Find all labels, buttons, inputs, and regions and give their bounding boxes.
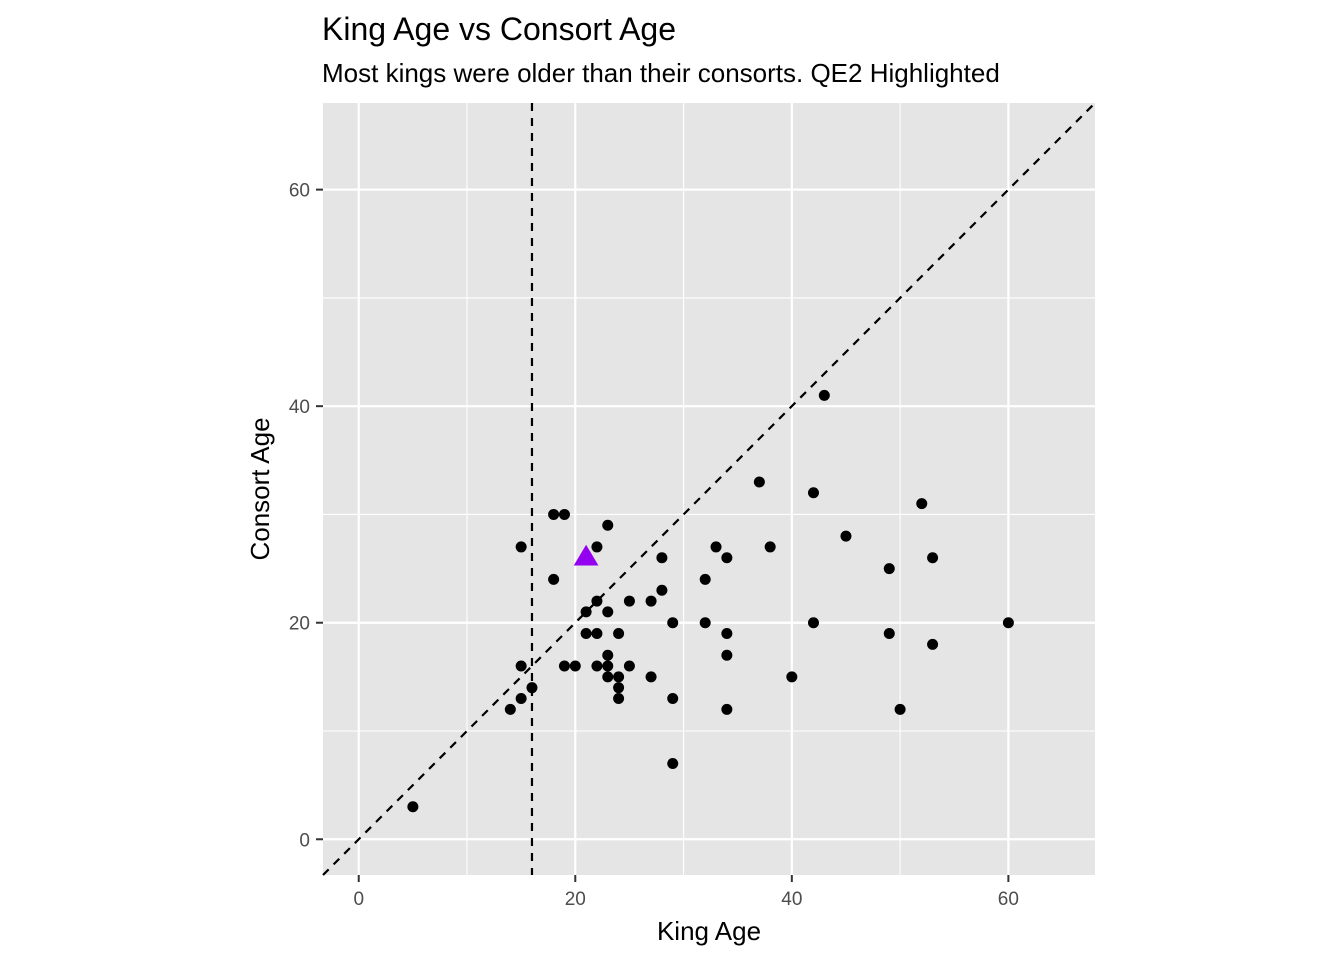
data-point bbox=[807, 617, 819, 629]
data-point bbox=[667, 617, 679, 629]
data-point bbox=[580, 628, 592, 640]
chart-title: King Age vs Consort Age bbox=[322, 11, 676, 47]
data-point bbox=[656, 584, 668, 596]
x-tick-label: 0 bbox=[353, 889, 364, 910]
highlight-point-qe2 bbox=[573, 544, 599, 566]
data-point bbox=[591, 660, 603, 672]
data-point bbox=[591, 595, 603, 607]
data-point bbox=[927, 638, 939, 650]
reference-lines bbox=[322, 102, 1096, 876]
identity-reference-line bbox=[322, 102, 1096, 876]
data-point bbox=[515, 660, 527, 672]
y-axis-title: Consort Age bbox=[245, 417, 275, 560]
data-point bbox=[613, 693, 625, 705]
data-point bbox=[894, 703, 906, 715]
data-point bbox=[667, 757, 679, 769]
data-point bbox=[623, 660, 635, 672]
data-point bbox=[721, 703, 733, 715]
data-points bbox=[407, 389, 1014, 813]
x-axis-title: King Age bbox=[657, 916, 761, 946]
data-point bbox=[623, 595, 635, 607]
major-gridlines bbox=[323, 103, 1095, 875]
x-axis: 0 20 40 60 bbox=[353, 875, 1019, 910]
data-point bbox=[807, 487, 819, 499]
data-point bbox=[645, 595, 657, 607]
data-point bbox=[710, 541, 722, 553]
x-tick-label: 20 bbox=[565, 889, 586, 910]
data-point bbox=[602, 649, 614, 661]
data-point bbox=[591, 541, 603, 553]
data-point bbox=[645, 671, 657, 683]
data-point bbox=[558, 508, 570, 520]
data-point bbox=[883, 563, 895, 575]
data-point bbox=[407, 801, 419, 813]
data-point bbox=[927, 552, 939, 564]
x-tick-label: 40 bbox=[781, 889, 802, 910]
data-point bbox=[1002, 617, 1014, 629]
y-axis: 0 20 40 60 bbox=[289, 181, 323, 851]
data-point bbox=[548, 573, 560, 585]
data-point bbox=[916, 498, 928, 510]
data-point bbox=[602, 671, 614, 683]
chart-subtitle: Most kings were older than their consort… bbox=[322, 58, 1000, 88]
data-point bbox=[699, 617, 711, 629]
data-point bbox=[818, 389, 830, 401]
data-point bbox=[721, 649, 733, 661]
data-point bbox=[526, 682, 538, 694]
data-point bbox=[515, 541, 527, 553]
data-point bbox=[840, 530, 852, 542]
data-point bbox=[613, 628, 625, 640]
data-point bbox=[504, 703, 516, 715]
y-tick-label: 0 bbox=[299, 830, 310, 851]
data-point bbox=[602, 660, 614, 672]
data-point bbox=[699, 573, 711, 585]
data-point bbox=[721, 628, 733, 640]
minor-gridlines bbox=[323, 103, 1095, 875]
x-tick-label: 60 bbox=[998, 889, 1019, 910]
y-tick-label: 40 bbox=[289, 397, 310, 418]
data-point bbox=[613, 671, 625, 683]
y-tick-label: 20 bbox=[289, 614, 310, 635]
data-point bbox=[764, 541, 776, 553]
data-point bbox=[656, 552, 668, 564]
data-point bbox=[591, 628, 603, 640]
data-point bbox=[515, 693, 527, 705]
data-point bbox=[548, 508, 560, 520]
data-point bbox=[602, 606, 614, 618]
data-point bbox=[569, 660, 581, 672]
data-point bbox=[613, 682, 625, 694]
data-point bbox=[883, 628, 895, 640]
data-point bbox=[558, 660, 570, 672]
data-point bbox=[667, 693, 679, 705]
data-point bbox=[753, 476, 765, 488]
data-point bbox=[602, 519, 614, 531]
y-tick-label: 60 bbox=[289, 181, 310, 202]
data-point bbox=[721, 552, 733, 564]
data-point bbox=[786, 671, 798, 683]
data-point bbox=[580, 606, 592, 618]
